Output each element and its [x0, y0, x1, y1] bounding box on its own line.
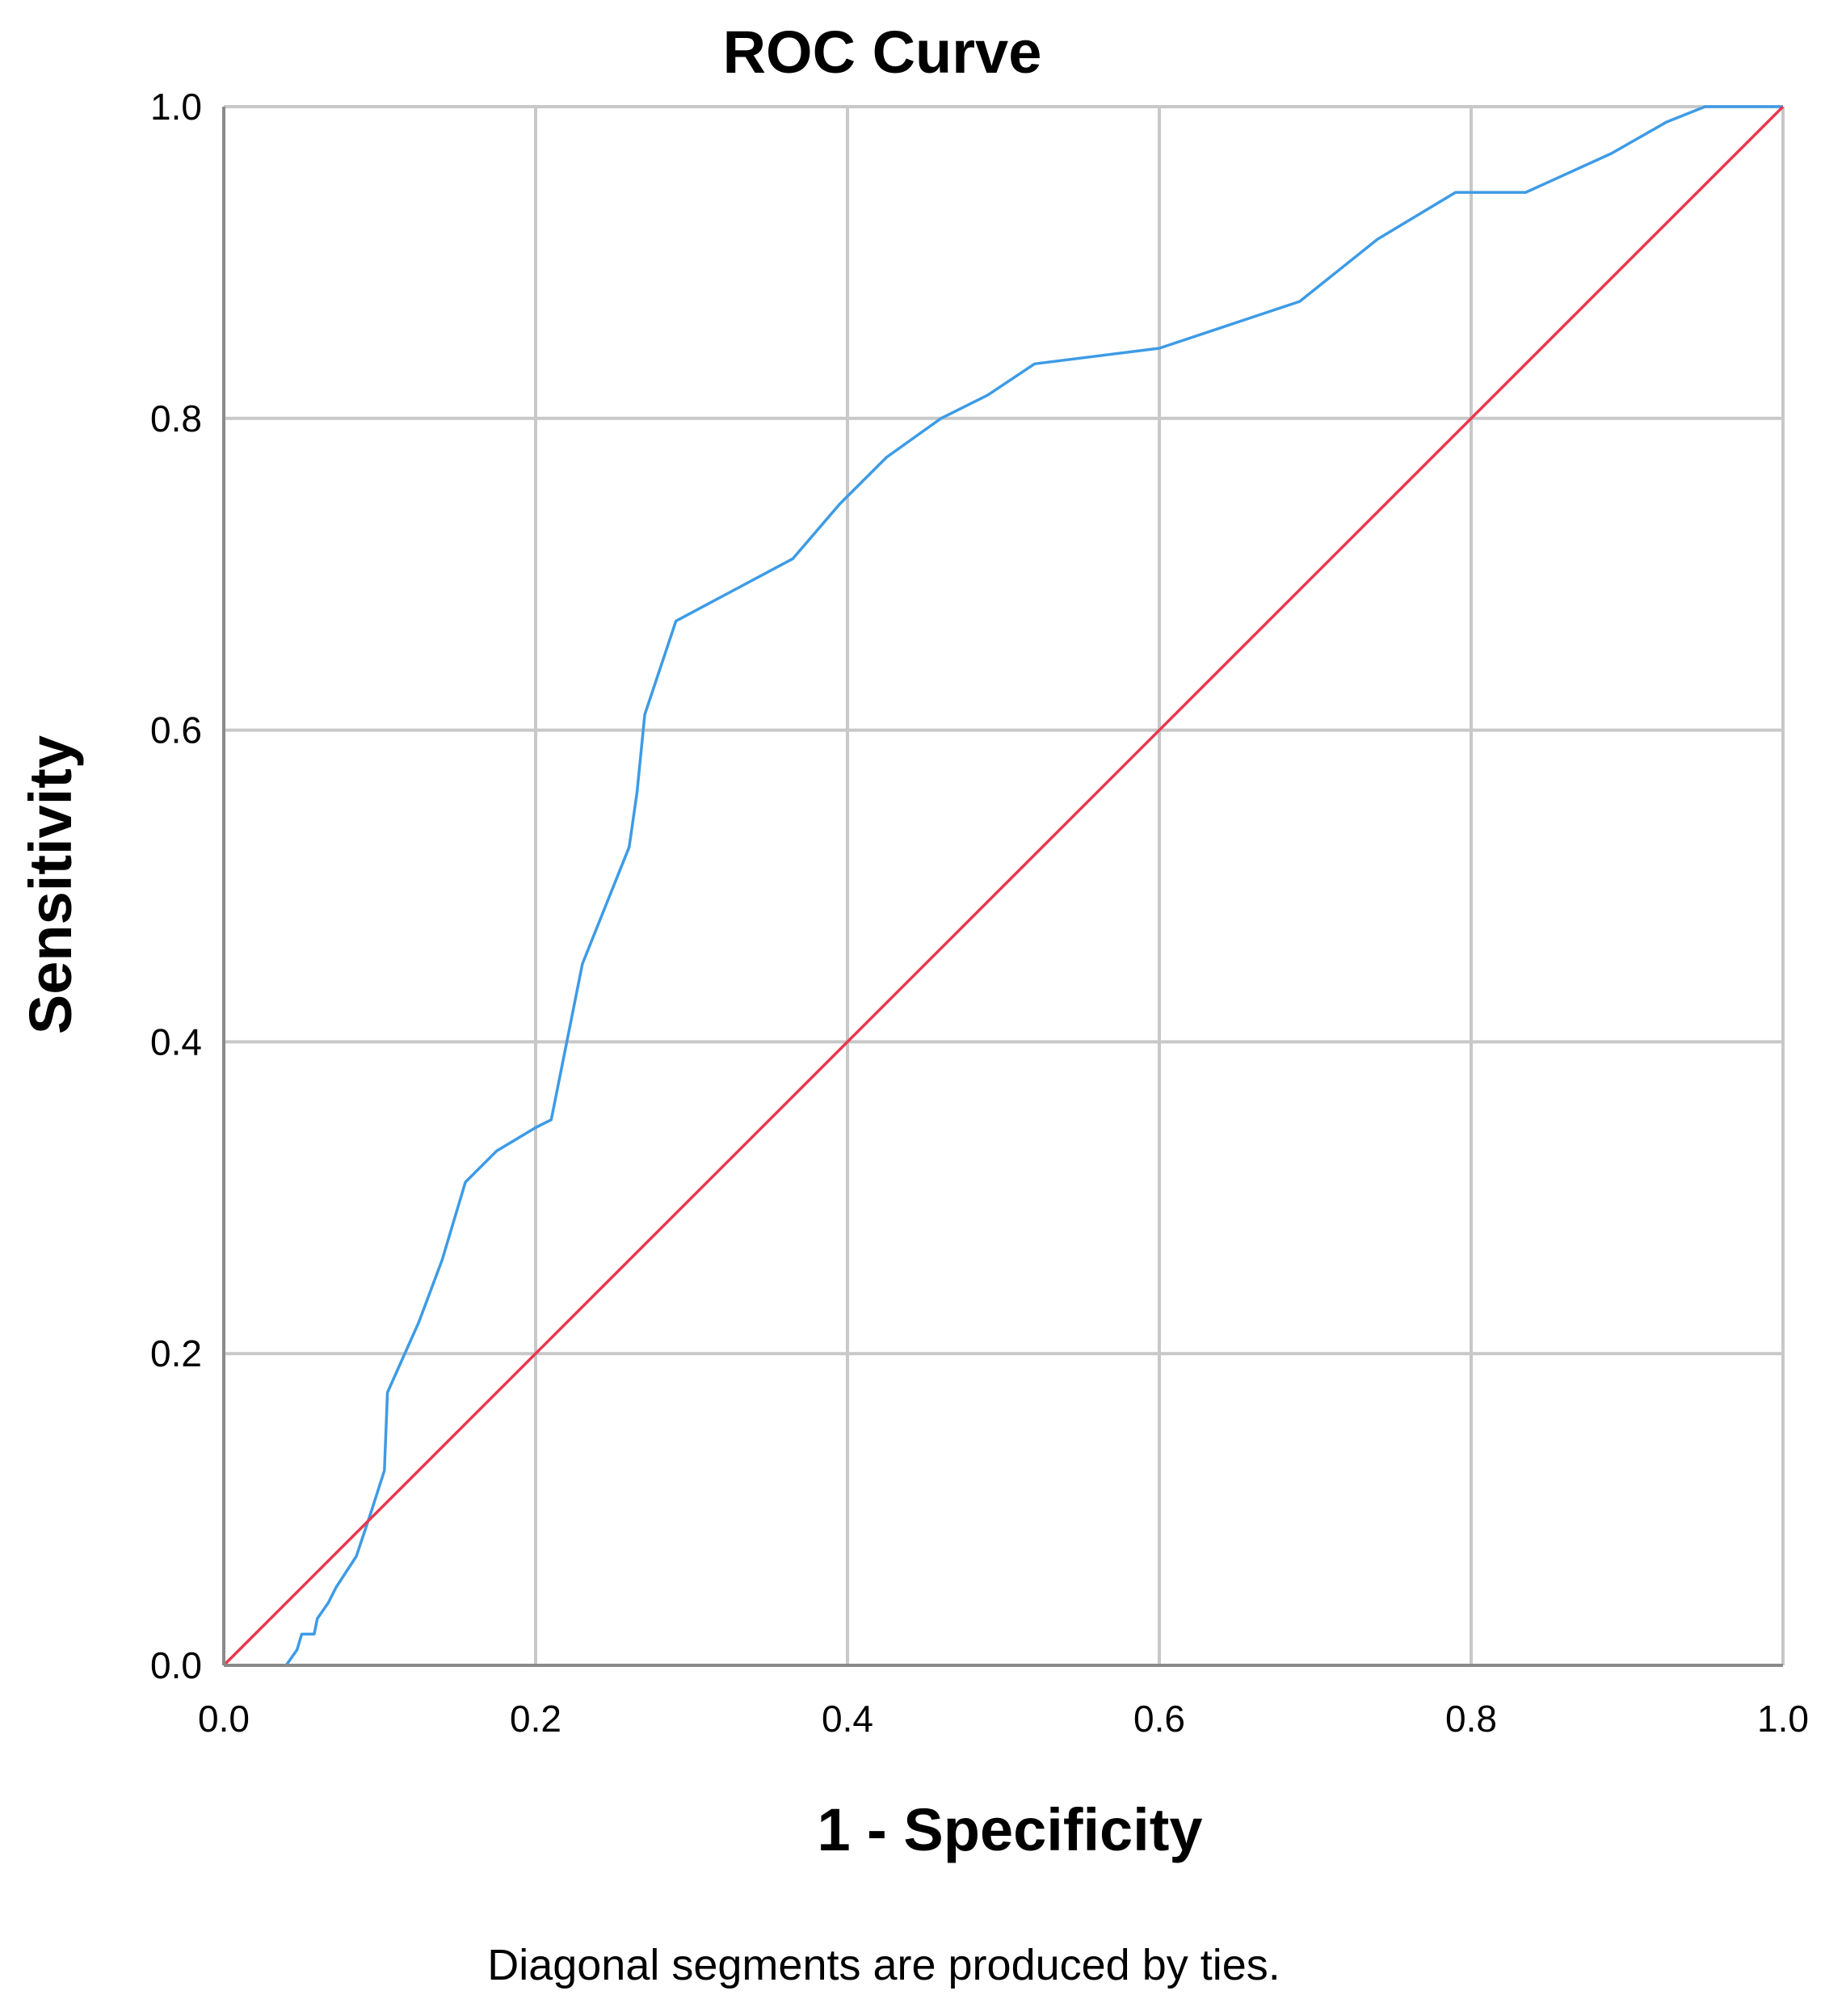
- reference-diagonal-line: [222, 105, 1785, 1667]
- x-tick-label: 1.0: [1757, 1698, 1809, 1740]
- axes: [222, 107, 1783, 1667]
- y-tick-label: 0.4: [150, 1021, 202, 1063]
- series-lines: [222, 105, 1785, 1667]
- chart-title: ROC Curve: [723, 19, 1042, 86]
- grid-lines: [222, 105, 1785, 1667]
- y-tick-label: 1.0: [150, 86, 202, 128]
- x-tick-label: 0.0: [198, 1698, 250, 1740]
- chart-footnote: Diagonal segments are produced by ties.: [487, 1941, 1280, 1989]
- y-tick-label: 0.6: [150, 709, 202, 751]
- x-axis-label: 1 - Specificity: [817, 1796, 1202, 1863]
- x-tick-label: 0.4: [822, 1698, 873, 1740]
- y-tick-label: 0.8: [150, 398, 202, 440]
- tick-labels: 0.0 0.2 0.4 0.6 0.8 1.0 0.0 0.2 0.4 0.6 0.8 1.0: [150, 86, 1809, 1740]
- y-tick-label: 0.2: [150, 1332, 202, 1374]
- roc-curve-line: [224, 105, 1783, 1667]
- x-tick-label: 0.6: [1133, 1698, 1185, 1740]
- y-tick-label: 0.0: [150, 1644, 202, 1686]
- y-axis-label: Sensitivity: [17, 735, 84, 1034]
- x-tick-label: 0.2: [510, 1698, 561, 1740]
- x-tick-label: 0.8: [1445, 1698, 1497, 1740]
